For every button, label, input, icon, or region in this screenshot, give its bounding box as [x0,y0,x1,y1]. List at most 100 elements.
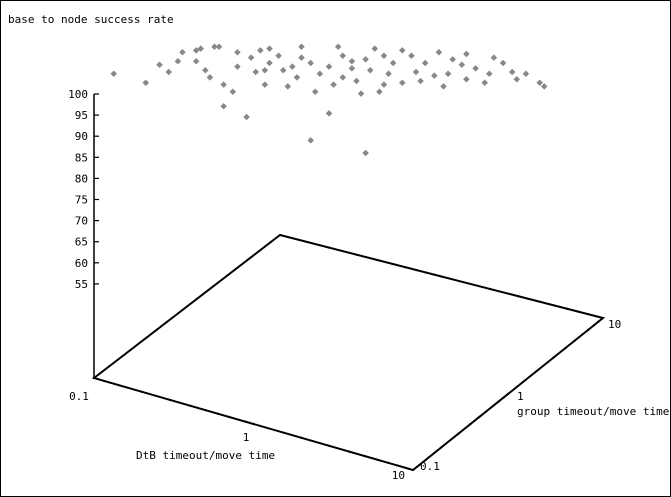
z-tick-label: 60 [75,257,88,270]
data-point [389,59,397,67]
data-point [247,54,255,61]
data-point [211,43,218,51]
minor-tick [169,398,172,402]
data-point [380,52,388,60]
y-tick-label: 1 [517,390,524,403]
data-point [284,83,292,90]
minor-tick [573,339,576,342]
data-point [202,66,209,74]
minor-tick [564,347,567,350]
chart-title: base to node success rate [8,13,174,26]
x-axis-label: DtB timeout/move time [136,449,275,462]
data-point [252,68,259,76]
data-point [279,66,287,74]
x-axis-ticks: 0.1 1 10 [69,390,405,482]
data-point [380,81,388,88]
data-points [110,43,548,157]
minor-tick [552,356,555,359]
z-tick-label: 55 [75,278,88,291]
minor-tick [252,422,255,426]
minor-tick [469,423,472,426]
z-tick-label: 95 [75,109,88,122]
x-tick-label: 0.1 [69,390,89,403]
data-point [481,79,488,87]
data-point [339,74,346,81]
minor-tick [506,392,510,396]
minor-tick [411,468,415,472]
data-point [431,72,438,79]
data-point [348,57,356,65]
minor-tick [580,333,584,336]
data-point [508,68,516,76]
data-point [307,137,314,144]
minor-tick [576,310,580,313]
minor-tick [355,253,359,256]
minor-tick [387,461,390,464]
data-point [408,52,415,60]
data-point [165,68,172,76]
data-point [142,79,150,87]
data-point [275,52,282,60]
minor-tick [566,307,569,310]
data-point [536,79,543,87]
axis-minor-ticks [92,233,600,472]
data-point [353,77,360,85]
data-point [412,68,420,76]
minor-tick [537,300,540,303]
minor-tick [485,409,489,412]
data-point [366,66,374,74]
data-point [215,43,223,51]
data-point [362,56,369,63]
y-axis-ticks: 0.1 1 10 [420,318,621,473]
data-point [463,50,470,58]
minor-tick [363,455,367,458]
data-point [266,45,273,52]
minor-tick [553,304,556,307]
minor-tick [535,370,538,373]
minor-tick [300,436,303,439]
minor-tick [391,262,394,266]
data-point [440,83,447,90]
minor-tick [404,466,407,469]
minor-tick [327,246,330,249]
data-point [339,52,346,60]
data-point [449,56,456,63]
data-point [385,70,392,78]
data-point [334,43,342,51]
data-point [325,63,333,70]
data-point [261,81,269,88]
data-point [298,43,305,51]
data-point [417,77,424,85]
minor-tick [457,432,460,435]
data-point [156,61,163,69]
data-point [399,79,406,87]
minor-tick [478,415,481,418]
data-point [261,66,269,74]
y-tick-label: 0.1 [420,460,440,473]
z-tick-label: 75 [75,194,88,207]
minor-tick [140,390,144,393]
data-point [513,75,521,83]
minor-tick [278,233,282,237]
data-point [293,74,301,81]
data-point [435,48,443,56]
data-point [234,63,241,70]
minor-tick [492,404,495,407]
data-point [220,81,227,88]
data-point [458,61,466,69]
minor-tick [415,268,418,272]
minor-tick [433,273,436,276]
data-point [371,45,379,52]
data-point [229,88,237,96]
data-point [357,90,365,97]
data-point [206,74,214,81]
y-tick-label: 10 [608,318,621,331]
minor-tick [404,266,407,269]
minor-tick [587,328,590,331]
data-point [220,102,227,110]
data-point [298,54,305,61]
x-tick-label: 10 [392,469,405,482]
data-point [174,57,182,65]
minor-tick [328,444,331,448]
z-tick-label: 100 [68,88,88,101]
